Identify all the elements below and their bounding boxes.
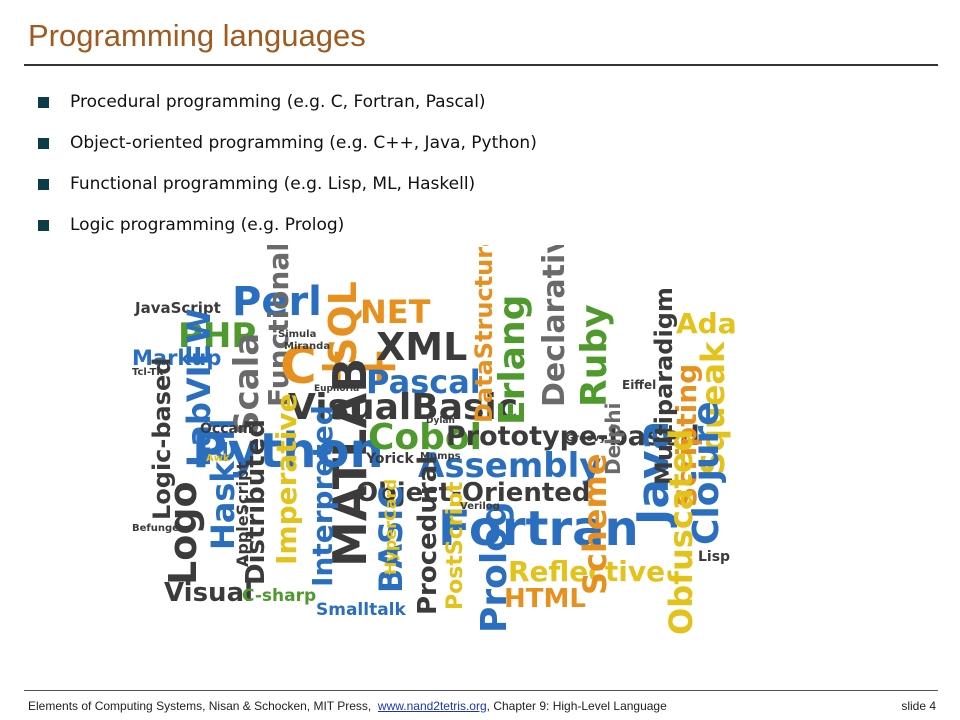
cloud-word: Scheme: [576, 453, 614, 595]
cloud-word: Markup: [132, 346, 221, 370]
title-rule: [24, 64, 938, 66]
cloud-word: Python: [192, 423, 384, 479]
footer-rule: [24, 690, 938, 691]
cloud-word: HTML: [504, 584, 586, 614]
cloud-word: VisualBasic: [288, 387, 518, 428]
bullet-list: Procedural programming (e.g. C, Fortran,…: [38, 92, 537, 256]
cloud-word: PostScript: [443, 481, 468, 610]
cloud-word: Visual: [164, 578, 253, 608]
cloud-word: Object-Oriented: [356, 478, 591, 508]
bullet-text: Functional programming (e.g. Lisp, ML, H…: [70, 174, 476, 194]
footer-chapter: , Chapter 9: High-Level Language: [486, 699, 667, 713]
cloud-word: Erlang: [492, 295, 533, 425]
cloud-word: Declarative: [537, 245, 572, 407]
cloud-word: Reflective: [508, 555, 665, 588]
cloud-word: Miranda: [284, 341, 330, 352]
cloud-word: BASIC: [372, 485, 410, 593]
footer-link[interactable]: www.nand2tetris.org: [377, 699, 487, 713]
cloud-word: Smalltalk: [316, 600, 407, 620]
cloud-word: Befunge: [132, 523, 179, 534]
cloud-word: Multiparadigm: [650, 287, 678, 485]
cloud-word: Perl: [232, 279, 322, 325]
cloud-word: Functional: [262, 245, 295, 407]
cloud-word: SQL: [321, 281, 365, 365]
footer-source: Elements of Computing Systems, Nisan & S…: [28, 699, 372, 713]
cloud-word: Logo: [161, 481, 205, 585]
cloud-word: PHP: [178, 316, 256, 356]
cloud-word: Lisp: [698, 549, 730, 565]
cloud-word: Cobol: [368, 417, 482, 458]
slide-number: slide 4: [901, 699, 936, 713]
cloud-word: Dylan: [426, 416, 455, 426]
cloud-word: Euphoria: [314, 384, 359, 394]
cloud-word: Tcl-Tk: [132, 367, 163, 378]
cloud-word: Occam: [200, 421, 253, 437]
cloud-word: Assembly: [418, 446, 601, 486]
bullet: Procedural programming (e.g. C, Fortran,…: [38, 92, 537, 133]
cloud-word: Prolog: [474, 501, 515, 633]
cloud-word: NET: [360, 293, 431, 331]
bullet-text: Procedural programming (e.g. C, Fortran,…: [70, 92, 486, 112]
cloud-word: Yorick: [365, 451, 414, 467]
cloud-word: Scripting: [670, 364, 703, 507]
cloud-word: HyperCard: [381, 479, 400, 575]
cloud-word: Distributed: [241, 419, 271, 585]
cloud-word: Procedural: [413, 456, 443, 615]
cloud-word: Ruby: [574, 304, 615, 407]
footer: Elements of Computing Systems, Nisan & S…: [28, 699, 667, 713]
cloud-word: Scala: [227, 333, 267, 435]
cloud-word: Fortran: [438, 501, 639, 557]
cloud-word: MATLAB: [323, 358, 377, 567]
bullet-text: Logic programming (e.g. Prolog): [70, 215, 345, 235]
cloud-word: Squeak: [694, 341, 732, 475]
cloud-word: LabVIEW: [180, 308, 218, 467]
cloud-word: C++: [280, 337, 400, 395]
cloud-word: Logic-based: [148, 358, 176, 521]
cloud-word: Clojure: [686, 401, 727, 545]
bullet: Logic programming (e.g. Prolog): [38, 215, 537, 256]
bullet: Functional programming (e.g. Lisp, ML, H…: [38, 174, 537, 215]
cloud-word: Haskell: [204, 419, 242, 550]
cloud-word: C-sharp: [242, 586, 316, 606]
cloud-word: Mumps: [420, 451, 461, 462]
cloud-word: XML: [376, 325, 467, 369]
bullet-text: Object-oriented programming (e.g. C++, J…: [70, 133, 537, 153]
cloud-word: Prototype-based: [446, 421, 700, 452]
cloud-word: Verilog: [460, 501, 500, 512]
cloud-word: AppleScript: [233, 462, 252, 567]
cloud-word: Pascal: [366, 363, 481, 401]
slide-title: Programming languages: [28, 18, 366, 53]
cloud-word: Eiffel: [622, 378, 656, 392]
cloud-word: Java: [628, 421, 679, 528]
cloud-word: Awk: [206, 453, 230, 464]
cloud-word: Delphi: [601, 403, 625, 475]
cloud-word: Imperative: [270, 393, 303, 565]
bullet: Object-oriented programming (e.g. C++, J…: [38, 133, 537, 174]
cloud-word: Interpreted: [306, 405, 339, 587]
cloud-word: Groovy: [566, 433, 606, 444]
cloud-word: Simula: [278, 329, 316, 340]
cloud-word: Ada: [676, 307, 737, 340]
cloud-word: Obfuscated: [662, 429, 700, 635]
cloud-word: JavaScript: [134, 299, 221, 317]
cloud-word: DataStructured: [470, 245, 498, 423]
